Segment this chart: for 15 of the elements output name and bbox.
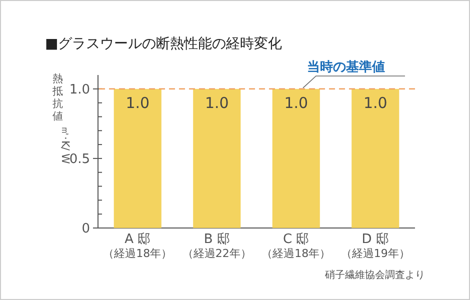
y-tick-label: 0 [82, 222, 90, 236]
ref-line-label: 当時の基準値 [307, 60, 385, 75]
y-tick-label: 1.0 [69, 82, 90, 98]
x-tick-label: C 邸（経過18年） [262, 232, 331, 260]
data-label: 1.0 [284, 94, 308, 112]
text: 硝子繊維協会調査より [324, 269, 425, 281]
text: 熱抵抗値㎡·K/W [52, 73, 71, 164]
chart-title: ■グラスウールの断熱性能の経時変化 [45, 36, 282, 52]
data-label: 1.0 [126, 94, 150, 112]
x-tick-label: A 邸（経過18年） [103, 232, 172, 260]
data-label: 1.0 [363, 94, 388, 112]
data-label: 1.0 [204, 94, 229, 112]
x-tick-label: D 邸（経過19年） [340, 232, 410, 260]
y-tick-label: 0.5 [69, 152, 90, 167]
x-tick-label: B 邸（経過22年） [182, 232, 252, 260]
